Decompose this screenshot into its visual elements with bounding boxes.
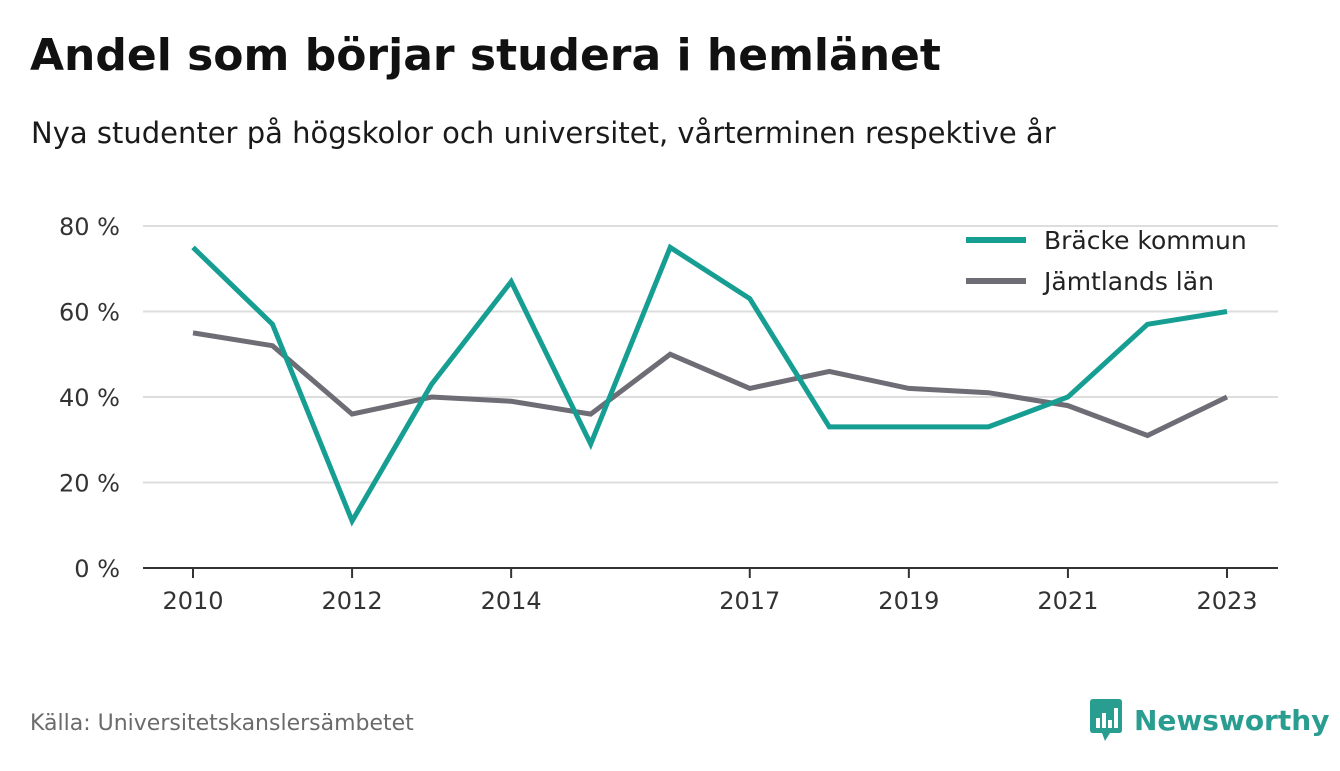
brand-logo: Newsworthy [1088,698,1329,742]
newsworthy-logo-icon [1090,699,1122,741]
x-tick-label: 2021 [1037,587,1098,615]
y-tick-label: 0 % [74,555,120,583]
y-tick-label: 60 % [59,299,120,327]
x-tick-label: 2023 [1196,587,1257,615]
series-layer [191,243,1229,527]
legend-swatch-1 [966,237,1026,243]
chart-legend: Bräcke kommun Jämtlands län [966,226,1247,296]
grid-layer [143,225,1278,484]
series-line-1 [191,243,1228,527]
series-line-2 [192,330,1229,439]
chart-subtitle: Nya studenter på högskolor och universit… [31,116,1056,150]
legend-label-1: Bräcke kommun [1044,226,1247,255]
chart-title: Andel som börjar studera i hemlänet [30,30,941,81]
y-tick-label: 20 % [59,470,120,498]
legend-label-2: Jämtlands län [1042,267,1214,296]
y-tick-label: 40 % [59,384,120,412]
axis-layer: 0 % 20 % 40 % 60 % 80 % 2010 2012 2014 2017 2019 2… [59,213,1278,615]
x-tick-label: 2017 [719,587,780,615]
legend-swatch-2 [966,278,1026,284]
source-note: Källa: Universitetskanslersämbetet [30,711,414,736]
x-tick-label: 2019 [878,587,939,615]
x-tick-label: 2014 [481,587,542,615]
brand-name: Newsworthy [1134,703,1330,737]
x-tick-label: 2012 [322,587,383,615]
x-tick-label: 2010 [162,587,223,615]
y-tick-label: 80 % [59,213,120,241]
